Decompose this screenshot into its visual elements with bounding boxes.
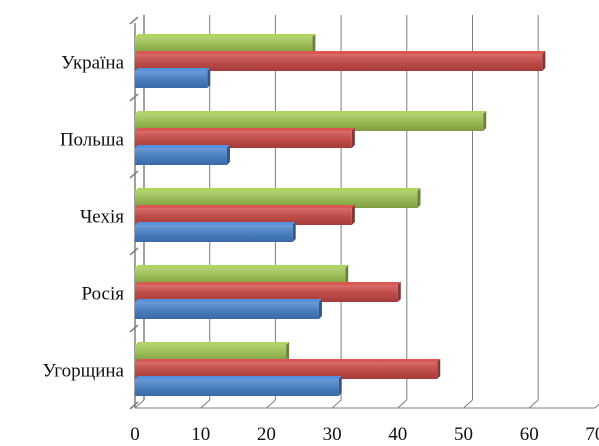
- bar: [135, 205, 355, 225]
- y-axis-tick: [129, 401, 139, 410]
- labels: 0 10 20 30 40 50 60 70 Україна Польша Чехія Росія Уг…: [42, 53, 599, 446]
- bar: [135, 299, 322, 319]
- floor-tick: [528, 399, 539, 409]
- category-label: Україна: [61, 53, 124, 74]
- category-label: Польша: [60, 130, 125, 151]
- x-tick-label: 40: [388, 424, 407, 445]
- y-axis-tick: [129, 93, 139, 102]
- bars: [135, 34, 546, 396]
- floor-tick: [594, 403, 599, 409]
- category-label: Росія: [81, 284, 124, 305]
- bar: [135, 222, 296, 242]
- x-tick-label: 70: [585, 424, 599, 445]
- x-tick-label: 20: [257, 424, 276, 445]
- bar: [135, 282, 401, 302]
- floor-tick: [331, 399, 342, 409]
- y-axis-tick: [129, 247, 139, 256]
- bar: [135, 342, 290, 362]
- bar: [135, 376, 342, 396]
- y-axis-tick: [129, 324, 139, 333]
- bar: [135, 359, 441, 379]
- bar: [135, 265, 349, 285]
- category-label: Угорщина: [42, 361, 124, 382]
- floor-tick: [397, 399, 408, 409]
- floor-tick: [200, 399, 211, 409]
- floor-tick: [266, 399, 276, 409]
- bar: [135, 51, 546, 71]
- y-axis-tick: [129, 16, 139, 25]
- floor-tick: [463, 399, 473, 409]
- bar: [135, 68, 211, 88]
- bar: [135, 111, 487, 131]
- bar: [135, 188, 421, 208]
- x-tick-label: 10: [191, 424, 210, 445]
- bar: [135, 34, 316, 54]
- bar: [135, 128, 355, 148]
- floor-tick: [134, 399, 145, 409]
- x-tick-label: 30: [323, 424, 342, 445]
- x-tick-label: 0: [130, 424, 140, 445]
- category-label: Чехія: [80, 207, 124, 228]
- y-axis-tick: [129, 170, 139, 179]
- x-tick-label: 60: [520, 424, 539, 445]
- bar: [135, 145, 230, 165]
- x-tick-label: 50: [454, 424, 473, 445]
